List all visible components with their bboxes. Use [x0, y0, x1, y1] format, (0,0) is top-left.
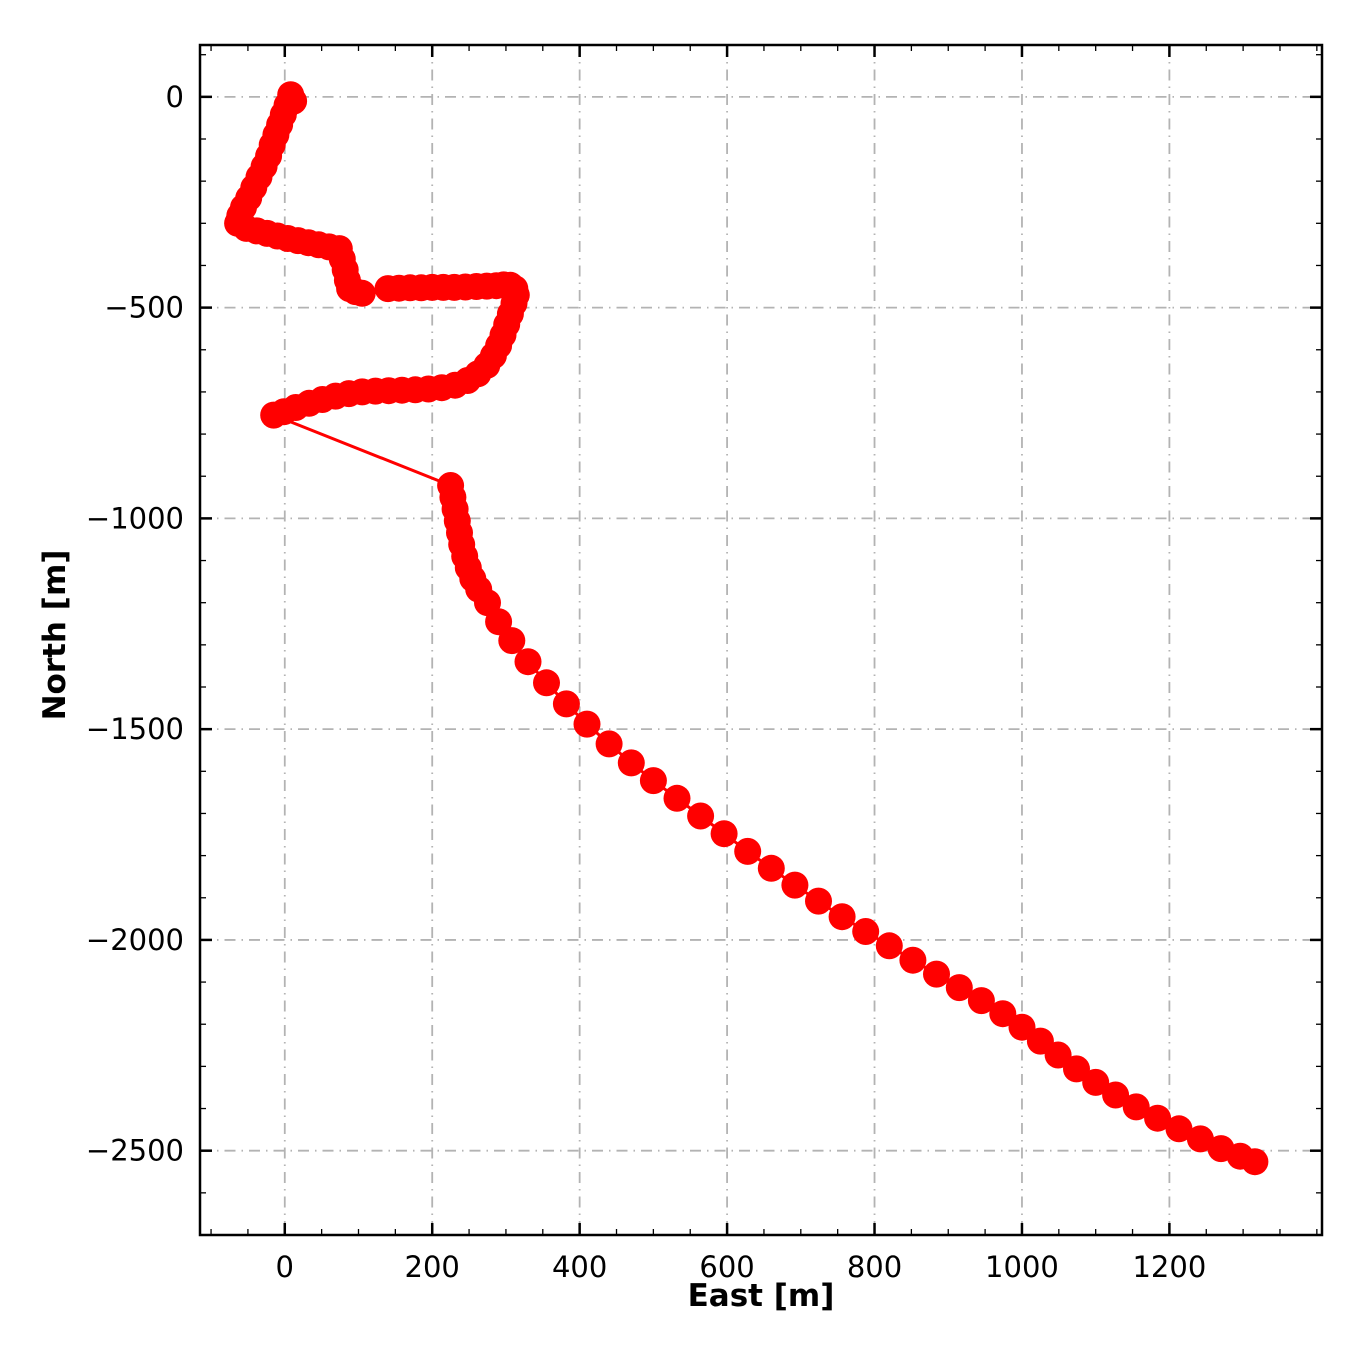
y-tick-label: −1500 [86, 712, 184, 746]
y-tick-label: −1000 [86, 501, 184, 535]
y-axis-label: North [m] [37, 549, 73, 721]
x-tick-label: 800 [847, 1250, 902, 1284]
y-tick-label: −2500 [86, 1134, 184, 1168]
y-tick-label: 0 [166, 80, 184, 114]
x-axis-label: East [m] [687, 1278, 835, 1314]
y-tick-label: −500 [104, 291, 184, 325]
y-tick-label: −2000 [86, 923, 184, 957]
trajectory-line [236, 94, 1256, 1164]
major-ticks [200, 45, 1322, 1235]
axes-frame [198, 43, 1324, 1237]
x-tick-label: 1200 [1132, 1250, 1206, 1284]
trajectory-markers [224, 81, 1269, 1176]
x-tick-label: 1000 [985, 1250, 1059, 1284]
grid-lines [200, 45, 1322, 1235]
minor-ticks [200, 45, 1322, 1236]
x-tick-label: 400 [552, 1250, 607, 1284]
x-tick-label: 0 [276, 1250, 294, 1284]
tick-labels: 0 200 400 600 800 1000 1200 0 −500 −1000 −1500 −200… [86, 80, 1206, 1284]
x-tick-label: 200 [405, 1250, 460, 1284]
x-tick-label: 600 [699, 1250, 754, 1284]
